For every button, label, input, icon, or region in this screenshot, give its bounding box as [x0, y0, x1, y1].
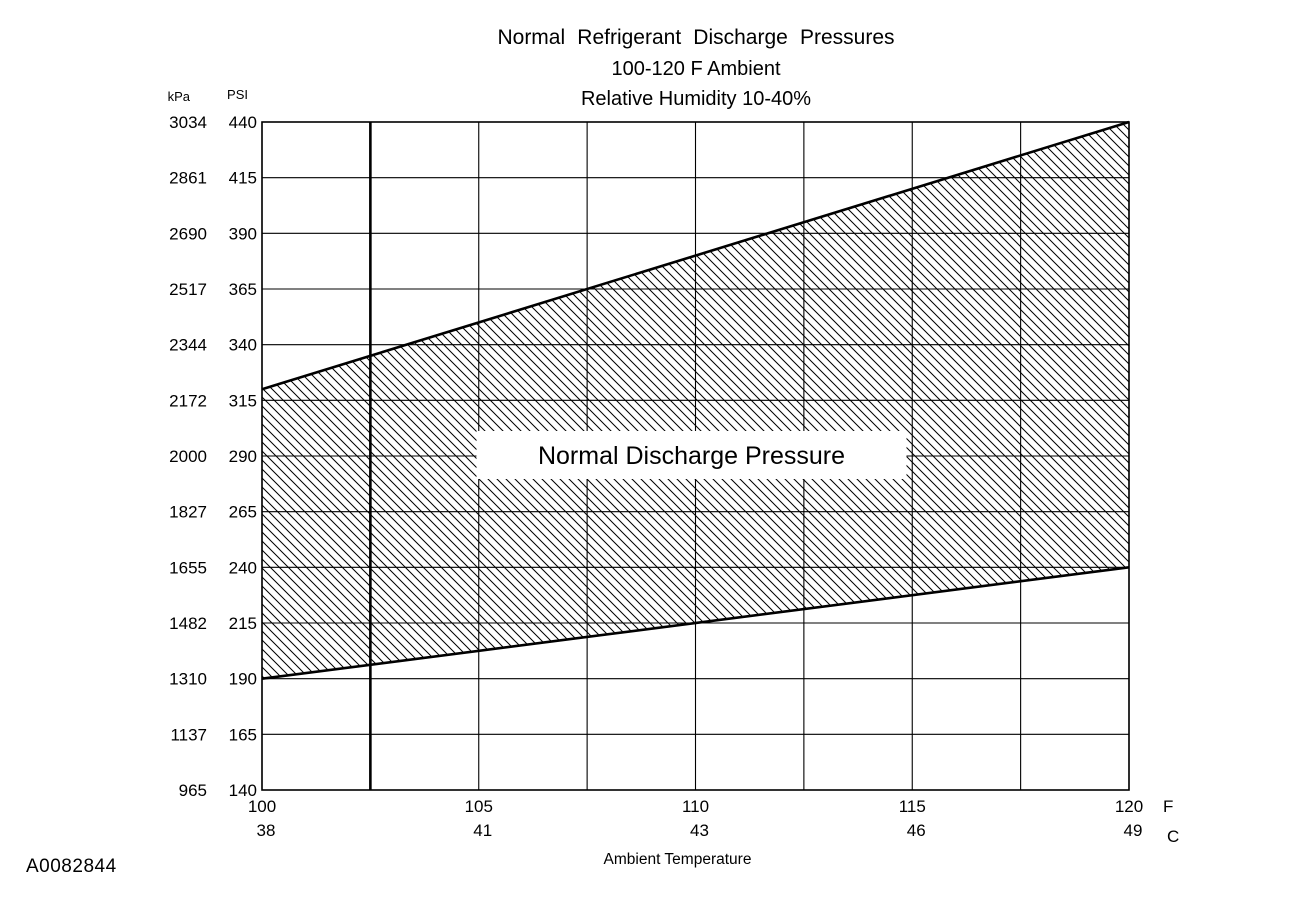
kpa-tick-label: 1137	[170, 725, 207, 744]
psi-tick-label: 315	[229, 391, 257, 410]
psi-tick-label: 190	[229, 670, 257, 689]
x-tick-label-c: 38	[257, 821, 276, 840]
band-label-box	[476, 431, 907, 479]
x-axis-label: Ambient Temperature	[604, 851, 752, 868]
x-tick-label-c: 49	[1124, 821, 1143, 840]
band-upper-line	[261, 120, 1130, 391]
kpa-tick-label: 2172	[169, 391, 207, 410]
psi-tick-label: 140	[229, 781, 257, 800]
x-tick-label-c: 46	[907, 821, 926, 840]
x-tick-label-f: 110	[682, 797, 709, 816]
psi-tick-label: 415	[229, 169, 257, 188]
psi-tick-label: 290	[229, 447, 257, 466]
x-unit-f-label: F	[1163, 797, 1173, 816]
y-unit-kpa-label: kPa	[168, 89, 191, 104]
kpa-tick-label: 2344	[169, 336, 207, 355]
chart-subtitle-ambient: 100-120 F Ambient	[611, 58, 781, 80]
y-unit-psi-label: PSI	[227, 87, 248, 102]
x-tick-label-f: 120	[1115, 797, 1143, 816]
kpa-tick-label: 1827	[169, 503, 207, 522]
band-lower-line	[261, 566, 1130, 680]
x-tick-label-c: 43	[690, 821, 709, 840]
psi-tick-label: 240	[229, 558, 257, 577]
psi-tick-label: 165	[229, 725, 257, 744]
kpa-tick-label: 2000	[169, 447, 207, 466]
x-tick-label-f: 105	[465, 797, 493, 816]
psi-tick-label: 440	[229, 113, 257, 132]
psi-tick-label: 340	[229, 336, 257, 355]
psi-tick-label: 215	[229, 614, 257, 633]
kpa-tick-label: 1310	[169, 670, 207, 689]
chart-title: Normal Refrigerant Discharge Pressures	[497, 26, 895, 49]
x-tick-label-f: 100	[248, 797, 276, 816]
x-tick-label-f: 115	[899, 797, 926, 816]
plot-border	[261, 121, 1130, 791]
chart-subtitle-humidity: Relative Humidity 10-40%	[580, 88, 812, 110]
band-area	[262, 122, 1129, 679]
band-label: Normal Discharge Pressure	[538, 442, 845, 470]
kpa-tick-label: 3034	[169, 113, 207, 132]
kpa-tick-label: 1482	[169, 614, 207, 633]
kpa-tick-label: 965	[179, 781, 207, 800]
kpa-tick-label: 2517	[169, 280, 207, 299]
x-tick-label-c: 41	[473, 821, 492, 840]
figure-code: A0082844	[26, 856, 117, 877]
chart-title-block: Normal Refrigerant Discharge Pressures 1…	[262, 26, 1130, 111]
kpa-tick-label: 2861	[169, 169, 207, 188]
psi-tick-label: 265	[229, 503, 257, 522]
psi-tick-label: 390	[229, 224, 257, 243]
kpa-tick-label: 2690	[169, 224, 207, 243]
kpa-tick-label: 1655	[169, 558, 207, 577]
psi-tick-label: 365	[229, 280, 257, 299]
x-unit-c-label: C	[1167, 827, 1179, 846]
